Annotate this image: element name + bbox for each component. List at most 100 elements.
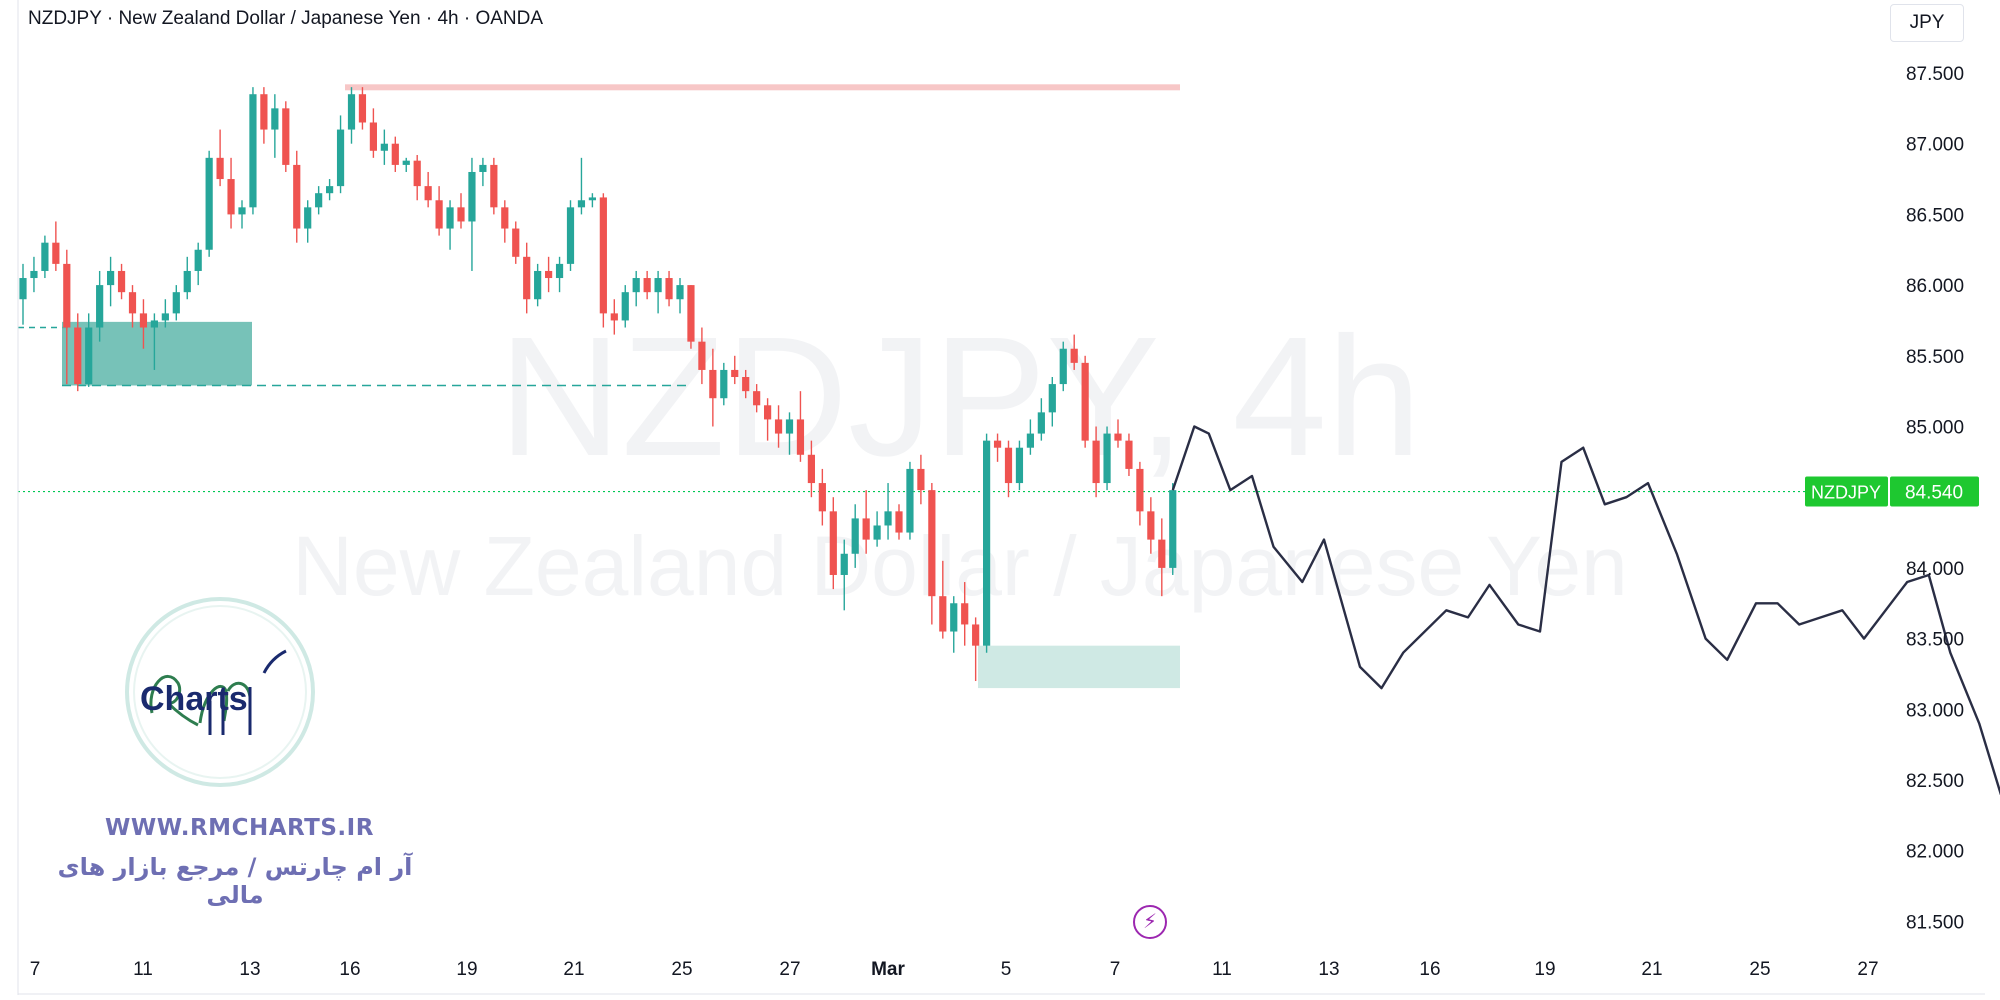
time-tick-label: 13	[1318, 959, 1339, 980]
time-tick-label: 13	[239, 959, 260, 980]
candle-body	[183, 270, 191, 293]
time-tick-label: 16	[1419, 959, 1440, 980]
logo-r-stroke	[149, 675, 199, 727]
candle-body	[413, 160, 421, 187]
broker-label: OANDA	[475, 8, 544, 29]
candle-body	[961, 603, 969, 625]
price-axis[interactable]: 87.500 87.000 86.500 86.000 85.500 85.000 84.5…	[17, 0, 1964, 995]
candle-body	[172, 292, 180, 314]
interval-label[interactable]: 4h	[437, 8, 459, 29]
candle-body	[588, 197, 596, 201]
price-tick-label: 82.500	[1906, 771, 1964, 792]
price-tick-label: 83.000	[1906, 700, 1964, 721]
logo-ring-outer	[125, 597, 315, 787]
candle-body	[873, 525, 881, 540]
candle-body	[380, 143, 388, 151]
chart-header: NZDJPY · New Zealand Dollar / Japanese Y…	[28, 8, 544, 29]
demand-zone-lower	[978, 645, 1180, 689]
price-tick-label: 83.500	[1906, 630, 1964, 651]
resistance-level	[345, 84, 1180, 91]
candle-body	[52, 242, 60, 264]
candle-body	[928, 490, 936, 597]
candle-body	[785, 419, 794, 434]
candle-body	[917, 468, 925, 491]
logo-candle-lines	[208, 649, 287, 735]
symbol-name[interactable]: NZDJPY	[28, 8, 102, 29]
candle-body	[1037, 412, 1045, 434]
candle-body	[227, 179, 235, 215]
candle-body	[1081, 362, 1089, 441]
candle-body	[402, 160, 410, 165]
candle-body	[74, 327, 82, 385]
candle-body	[829, 511, 837, 575]
price-tick-label: 82.000	[1906, 842, 1964, 863]
currency-button[interactable]: JPY	[1890, 4, 1964, 42]
candle-body	[1059, 348, 1067, 385]
candle-body	[107, 270, 115, 286]
candles-layer	[19, 87, 1177, 682]
candle-body	[774, 419, 783, 434]
candle-body	[1169, 490, 1177, 568]
candle-body	[1125, 440, 1133, 469]
price-tick-label: 86.500	[1906, 205, 1964, 226]
price-tick-label: 81.500	[1906, 912, 1964, 933]
candle-body	[654, 278, 662, 293]
candle-body	[676, 285, 684, 300]
candle-body	[249, 94, 257, 208]
candle-body	[490, 164, 498, 208]
logo-ring-inner	[133, 605, 307, 779]
candle-body	[621, 292, 629, 321]
candle-body	[939, 596, 947, 632]
candle-body	[205, 157, 213, 250]
candle-body	[161, 313, 169, 321]
candle-body	[315, 193, 323, 208]
candle-body	[512, 228, 520, 257]
candle-body	[709, 369, 717, 399]
candle-body	[435, 200, 443, 229]
time-tick-label: 11	[133, 959, 153, 980]
watermark-symbol: NZDJPY, 4h	[499, 302, 1422, 492]
candle-body	[895, 511, 903, 533]
candle-body	[304, 207, 312, 229]
candle-body	[906, 468, 914, 533]
candle-body	[424, 186, 432, 201]
current-price-label: NZDJPY 84.540	[1805, 476, 1979, 507]
candle-body	[1004, 447, 1013, 484]
time-tick-label: 19	[1534, 959, 1555, 980]
candle-body	[358, 94, 367, 123]
candle-body	[282, 108, 290, 165]
candle-body	[457, 207, 465, 222]
candle-body	[30, 270, 38, 279]
candle-body	[1158, 539, 1166, 568]
candle-body	[534, 270, 542, 300]
candle-body	[972, 624, 980, 646]
time-axis[interactable]: 7 11 13 16 19 21 25 27 Mar 5 7 11 13 16 19 21 25 27	[18, 959, 1985, 995]
candle-body	[807, 454, 815, 484]
candle-body	[150, 320, 158, 328]
candle-body	[293, 164, 301, 229]
candle-body	[1026, 433, 1034, 448]
candle-body	[851, 518, 859, 554]
candle-body	[347, 94, 356, 130]
candle-body	[1015, 447, 1024, 484]
candle-body	[993, 440, 1002, 448]
candle-body	[862, 518, 870, 540]
lightning-icon[interactable]: ⚡	[1133, 905, 1167, 939]
time-tick-label: 27	[779, 959, 800, 980]
candle-body	[85, 327, 93, 385]
candle-body	[128, 292, 137, 314]
price-tick-label: 86.000	[1906, 276, 1964, 297]
candle-body	[271, 108, 279, 130]
zones-layer	[18, 84, 1808, 689]
candle-body	[523, 256, 531, 300]
candle-body	[96, 285, 104, 328]
time-tick-label: 7	[1110, 959, 1121, 980]
candle-body	[479, 164, 487, 172]
candle-body	[753, 391, 761, 406]
website-link[interactable]: WWW.RMCHARTS.IR	[105, 815, 374, 841]
candle-body	[369, 122, 377, 151]
price-tick-label: 85.500	[1906, 347, 1964, 368]
candle-body	[643, 278, 651, 293]
candle-body	[1103, 433, 1111, 484]
